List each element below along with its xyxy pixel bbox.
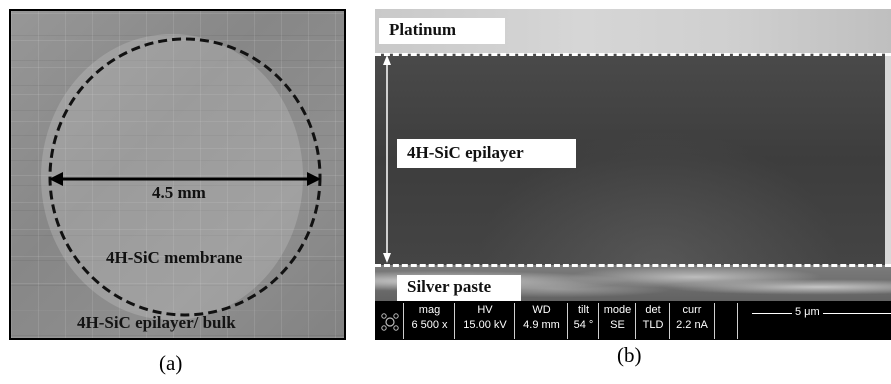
info-wd-value: 4.9 mm bbox=[523, 319, 560, 331]
info-tilt-head: tilt bbox=[578, 304, 589, 316]
dimension-arrowhead-left bbox=[49, 172, 63, 186]
info-mag: mag 6 500 x bbox=[403, 303, 455, 339]
info-mode-value: SE bbox=[610, 319, 625, 331]
info-det-value: TLD bbox=[642, 319, 664, 331]
info-hv-head: HV bbox=[477, 304, 493, 316]
panel-a-overlay bbox=[41, 34, 322, 320]
panel-a-optical-image: 4.5 mm 4H-SiC membrane 4H-SiC epilayer/ … bbox=[9, 9, 346, 340]
epilayer-edge bbox=[885, 54, 891, 265]
dimension-label: 4.5 mm bbox=[152, 183, 206, 202]
membrane-dashed-outline bbox=[48, 37, 322, 317]
membrane-region bbox=[41, 34, 303, 320]
info-curr: curr 2.2 nA bbox=[669, 303, 715, 339]
platinum-label: Platinum bbox=[379, 18, 505, 44]
info-mode: mode SE bbox=[598, 303, 636, 339]
epilayer-label: 4H-SiC epilayer bbox=[397, 139, 576, 168]
info-mag-value: 6 500 x bbox=[411, 319, 448, 331]
info-tilt: tilt 54 ° bbox=[567, 303, 599, 339]
silver-paste-label: Silver paste bbox=[397, 275, 521, 302]
info-wd-head: WD bbox=[532, 304, 551, 316]
info-hv-value: 15.00 kV bbox=[463, 319, 507, 331]
fei-logo-icon bbox=[381, 313, 399, 331]
panel-b-sem-image: Platinum 4H-SiC epilayer Silver paste ma… bbox=[375, 9, 891, 340]
thickness-arrow bbox=[383, 55, 391, 263]
info-mag-head: mag bbox=[418, 304, 441, 316]
info-wd: WD 4.9 mm bbox=[514, 303, 568, 339]
epilayer-bulk-label: 4H-SiC epilayer/ bulk bbox=[77, 313, 236, 332]
info-curr-value: 2.2 nA bbox=[676, 319, 708, 331]
info-hv: HV 15.00 kV bbox=[454, 303, 515, 339]
membrane-label: 4H-SiC membrane bbox=[106, 248, 243, 267]
sem-info-bar: mag 6 500 x HV 15.00 kV WD 4.9 mm tilt 5… bbox=[375, 301, 891, 340]
bottom-interface-line bbox=[375, 264, 891, 267]
caption-a: (a) bbox=[159, 351, 183, 375]
info-tilt-value: 54 ° bbox=[573, 319, 594, 331]
scale-bar-area: 5 μm bbox=[737, 303, 891, 339]
info-det-head: det bbox=[645, 304, 661, 316]
info-mode-head: mode bbox=[603, 304, 632, 316]
top-interface-line bbox=[375, 53, 891, 56]
dimension-arrowhead-right bbox=[307, 172, 321, 186]
caption-b: (b) bbox=[617, 343, 642, 367]
info-det: det TLD bbox=[635, 303, 670, 339]
scale-bar-label: 5 μm bbox=[792, 306, 823, 318]
info-curr-head: curr bbox=[682, 304, 702, 316]
